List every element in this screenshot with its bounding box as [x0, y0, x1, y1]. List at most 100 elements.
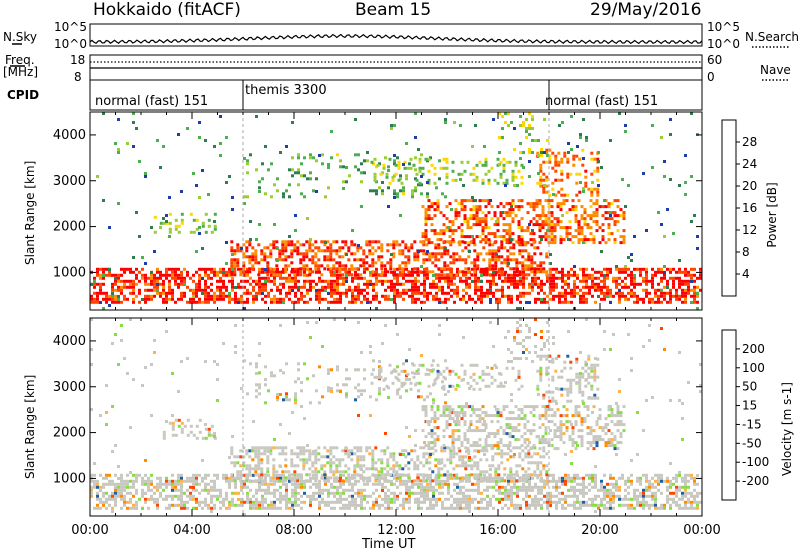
velocity-cell	[323, 455, 327, 459]
velocity-cell	[576, 494, 579, 498]
power-cell	[144, 288, 147, 292]
power-cell	[399, 291, 402, 295]
power-cell	[583, 220, 587, 224]
power-cell	[520, 163, 524, 167]
power-cell	[335, 267, 339, 271]
velocity-cell	[618, 503, 621, 507]
power-cell	[672, 276, 675, 280]
velocity-cell	[455, 464, 459, 468]
power-cell	[99, 285, 102, 289]
power-cell	[447, 276, 450, 280]
power-cell	[150, 279, 153, 283]
velocity-cell	[449, 461, 453, 465]
power-cell	[333, 288, 336, 292]
power-cell	[487, 181, 491, 185]
velocity-cell	[597, 494, 600, 498]
power-cell	[276, 300, 279, 304]
power-cell	[537, 154, 540, 157]
power-cell	[225, 262, 228, 265]
power-cell	[609, 139, 612, 142]
velocity-cell	[230, 479, 234, 483]
velocity-cell	[230, 449, 234, 453]
power-cell	[593, 187, 597, 191]
power-cell	[392, 246, 396, 250]
velocity-cell	[582, 500, 585, 504]
power-cell	[252, 285, 255, 289]
power-cell	[510, 121, 513, 124]
power-cell	[459, 279, 462, 283]
velocity-cell	[351, 497, 354, 501]
power-cell	[363, 288, 366, 292]
power-cell	[357, 282, 360, 286]
velocity-cell	[546, 494, 549, 498]
power-cell	[651, 282, 654, 286]
velocity-cell	[477, 491, 480, 495]
velocity-cell	[606, 506, 609, 510]
power-cell	[595, 229, 599, 233]
power-cell	[198, 267, 201, 271]
power-cell	[538, 229, 542, 233]
power-cell	[297, 279, 300, 283]
power-cell	[537, 267, 540, 271]
power-cell	[564, 291, 567, 295]
velocity-cell	[489, 500, 492, 504]
velocity-cell	[300, 479, 303, 483]
velocity-cell	[309, 503, 312, 507]
power-cell	[426, 181, 429, 184]
velocity-cell	[420, 491, 423, 495]
power-cell	[433, 202, 437, 206]
power-cell	[117, 279, 120, 283]
velocity-cell	[405, 479, 408, 483]
power-cell	[420, 192, 423, 196]
velocity-cell	[174, 494, 177, 498]
power-cell	[472, 238, 476, 242]
power-cell	[329, 255, 333, 259]
power-cell	[419, 249, 423, 253]
power-cell	[285, 276, 288, 280]
power-cell	[287, 264, 291, 268]
power-cell	[521, 249, 525, 253]
power-cell	[406, 166, 410, 170]
velocity-cell	[669, 482, 672, 486]
velocity-cell	[314, 479, 318, 483]
velocity-cell	[432, 491, 435, 495]
power-cell	[123, 279, 126, 283]
power-cell	[189, 230, 193, 234]
power-cell	[273, 183, 276, 187]
power-cell	[302, 243, 306, 247]
power-cell	[499, 172, 503, 176]
velocity-cell	[627, 485, 630, 489]
power-cell	[180, 294, 183, 298]
power-cell	[434, 273, 438, 277]
velocity-cell	[282, 482, 285, 486]
power-cell	[168, 230, 172, 234]
power-cell	[288, 279, 291, 283]
power-cell	[540, 148, 543, 151]
power-cell	[396, 282, 399, 286]
velocity-cell	[255, 488, 258, 492]
power-cell	[120, 285, 123, 289]
velocity-cell	[291, 491, 294, 495]
power-cell	[339, 159, 342, 163]
power-cell	[535, 202, 539, 206]
velocity-cell	[189, 491, 192, 495]
power-cell	[607, 232, 611, 236]
power-cell	[245, 249, 249, 253]
power-cell	[510, 282, 513, 286]
power-cell	[533, 252, 537, 256]
velocity-cell	[351, 503, 354, 507]
power-cell	[447, 279, 450, 283]
power-cell	[359, 273, 363, 277]
power-cell	[245, 270, 249, 274]
velocity-cell	[645, 494, 648, 498]
velocity-cell	[281, 449, 285, 453]
power-cell	[484, 238, 488, 242]
velocity-cell	[348, 500, 351, 504]
power-cell	[293, 246, 297, 250]
velocity-cell	[251, 446, 255, 450]
power-cell	[500, 243, 504, 247]
power-cell	[373, 172, 377, 176]
power-cell	[270, 162, 273, 166]
velocity-cell	[353, 467, 357, 471]
power-cell	[411, 279, 414, 283]
